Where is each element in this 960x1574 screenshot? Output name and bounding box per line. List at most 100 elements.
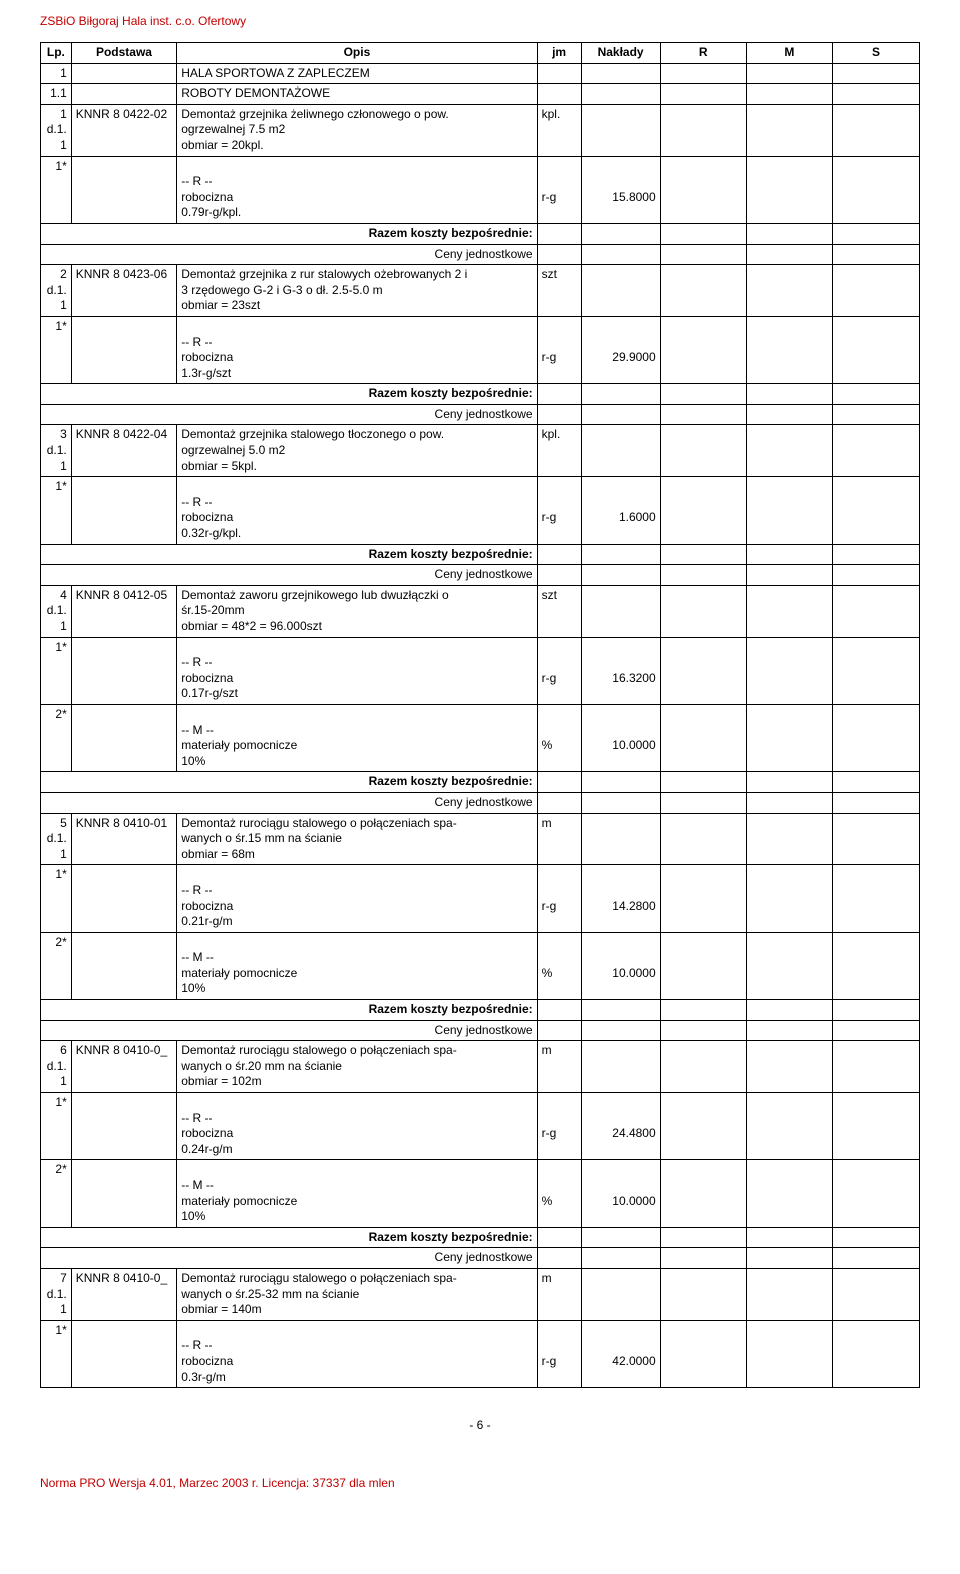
item-2-row: 2 d.1.1 KNNR 8 0423-06 Demontaż grzejnik… bbox=[41, 265, 920, 317]
pct: % bbox=[542, 966, 553, 980]
item-6-ceny: Ceny jednostkowe bbox=[41, 1248, 920, 1269]
item-4-mat: 2* -- M -- materiały pomocnicze 10% % 10… bbox=[41, 704, 920, 771]
item-5-row: 5 d.1.1 KNNR 8 0410-01 Demontaż rurociąg… bbox=[41, 813, 920, 865]
opis-l1: Demontaż rurociągu stalowego o połączeni… bbox=[181, 816, 457, 830]
obmiar: obmiar = 140m bbox=[181, 1302, 261, 1316]
obmiar: obmiar = 68m bbox=[181, 847, 255, 861]
item-7-rob-star: 1* bbox=[41, 1320, 72, 1387]
item-4-rob: 1* -- R -- robocizna 0.17r-g/szt r-g 16.… bbox=[41, 637, 920, 704]
lp-d: d.1.1 bbox=[47, 443, 67, 473]
item-6-mat: 2* -- M -- materiały pomocnicze 10% % 10… bbox=[41, 1160, 920, 1227]
mat-pom: materiały pomocnicze bbox=[181, 1194, 297, 1208]
item-6-rob-star: 1* bbox=[41, 1093, 72, 1160]
lp-num: 1 bbox=[60, 107, 67, 121]
item-7-row: 7 d.1.1 KNNR 8 0410-0_ Demontaż rurociąg… bbox=[41, 1268, 920, 1320]
item-6-jm: m bbox=[537, 1041, 581, 1093]
lp-d: d.1.1 bbox=[47, 283, 67, 313]
item-5-pod: KNNR 8 0410-01 bbox=[71, 813, 176, 865]
r-dash: -- R -- bbox=[181, 174, 212, 188]
item-4-rob-val: 16.3200 bbox=[581, 637, 660, 704]
opis-l2: wanych o śr.25-32 mm na ścianie bbox=[181, 1287, 359, 1301]
razem-label: Razem koszty bezpośrednie: bbox=[41, 223, 538, 244]
item-2-razem: Razem koszty bezpośrednie: bbox=[41, 384, 920, 405]
col-jm: jm bbox=[537, 43, 581, 64]
item-3-rob-jm: r-g bbox=[537, 477, 581, 544]
ceny-label: Ceny jednostkowe bbox=[41, 244, 538, 265]
opis-l2: śr.15-20mm bbox=[181, 603, 244, 617]
doc-header: ZSBiO Biłgoraj Hala inst. c.o. Ofertowy bbox=[40, 14, 920, 28]
item-1-rob-jm: r-g bbox=[537, 156, 581, 223]
item-3-jm: kpl. bbox=[537, 425, 581, 477]
item-3-opis: Demontaż grzejnika stalowego tłoczonego … bbox=[177, 425, 537, 477]
razem-label: Razem koszty bezpośrednie: bbox=[41, 1227, 538, 1248]
item-1-ceny: Ceny jednostkowe bbox=[41, 244, 920, 265]
item-7-rob-val: 42.0000 bbox=[581, 1320, 660, 1387]
item-6-lp: 6 d.1.1 bbox=[41, 1041, 72, 1093]
ceny-label: Ceny jednostkowe bbox=[41, 565, 538, 586]
lp-num: 3 bbox=[60, 427, 67, 441]
col-m: M bbox=[746, 43, 832, 64]
item-1-rob-val: 15.8000 bbox=[581, 156, 660, 223]
item-4-opis: Demontaż zaworu grzejnikowego lub dwuzłą… bbox=[177, 585, 537, 637]
r-dash: -- R -- bbox=[181, 883, 212, 897]
item-2-rob-val: 29.9000 bbox=[581, 316, 660, 383]
item-1-pod: KNNR 8 0422-02 bbox=[71, 104, 176, 156]
val: 10.0000 bbox=[612, 1194, 655, 1208]
lp-num: 5 bbox=[60, 816, 67, 830]
section-1-num: 1 bbox=[41, 63, 72, 84]
item-4-mat-opis: -- M -- materiały pomocnicze 10% bbox=[177, 704, 537, 771]
item-1-rob: 1* -- R -- robocizna 0.79r-g/kpl. r-g 15… bbox=[41, 156, 920, 223]
opis-l1: Demontaż grzejnika z rur stalowych ożebr… bbox=[181, 267, 467, 281]
item-7-jm: m bbox=[537, 1268, 581, 1320]
robocizna: robocizna bbox=[181, 899, 233, 913]
rate: 0.17r-g/szt bbox=[181, 686, 238, 700]
ceny-label: Ceny jednostkowe bbox=[41, 1248, 538, 1269]
item-4-mat-val: 10.0000 bbox=[581, 704, 660, 771]
item-6-razem: Razem koszty bezpośrednie: bbox=[41, 1227, 920, 1248]
col-s: S bbox=[832, 43, 919, 64]
val: 29.9000 bbox=[612, 350, 655, 364]
rg: r-g bbox=[542, 190, 557, 204]
rg: r-g bbox=[542, 350, 557, 364]
item-3-pod: KNNR 8 0422-04 bbox=[71, 425, 176, 477]
item-7-opis: Demontaż rurociągu stalowego o połączeni… bbox=[177, 1268, 537, 1320]
opis-l2: ogrzewalnej 7.5 m2 bbox=[181, 122, 285, 136]
r-dash: -- R -- bbox=[181, 655, 212, 669]
item-5-rob-jm: r-g bbox=[537, 865, 581, 932]
cost-table: Lp. Podstawa Opis jm Nakłady R M S 1 HAL… bbox=[40, 42, 920, 1388]
ceny-label: Ceny jednostkowe bbox=[41, 404, 538, 425]
val: 10.0000 bbox=[612, 966, 655, 980]
obmiar: obmiar = 20kpl. bbox=[181, 138, 263, 152]
section-1-1-num: 1.1 bbox=[41, 84, 72, 105]
item-4-mat-jm: % bbox=[537, 704, 581, 771]
item-2-jm: szt bbox=[537, 265, 581, 317]
razem-label: Razem koszty bezpośrednie: bbox=[41, 544, 538, 565]
rg: r-g bbox=[542, 1126, 557, 1140]
item-2-rob: 1* -- R -- robocizna 1.3r-g/szt r-g 29.9… bbox=[41, 316, 920, 383]
item-6-row: 6 d.1.1 KNNR 8 0410-0_ Demontaż rurociąg… bbox=[41, 1041, 920, 1093]
item-2-pod: KNNR 8 0423-06 bbox=[71, 265, 176, 317]
section-1-title: HALA SPORTOWA Z ZAPLECZEM bbox=[177, 63, 537, 84]
col-lp: Lp. bbox=[41, 43, 72, 64]
robocizna: robocizna bbox=[181, 510, 233, 524]
item-5-rob: 1* -- R -- robocizna 0.21r-g/m r-g 14.28… bbox=[41, 865, 920, 932]
item-2-lp: 2 d.1.1 bbox=[41, 265, 72, 317]
item-2-opis: Demontaż grzejnika z rur stalowych ożebr… bbox=[177, 265, 537, 317]
col-r: R bbox=[660, 43, 746, 64]
item-5-rob-val: 14.2800 bbox=[581, 865, 660, 932]
item-7-rob-jm: r-g bbox=[537, 1320, 581, 1387]
item-1-razem: Razem koszty bezpośrednie: bbox=[41, 223, 920, 244]
item-3-rob-star: 1* bbox=[41, 477, 72, 544]
item-4-mat-star: 2* bbox=[41, 704, 72, 771]
item-1-lp: 1 d.1.1 bbox=[41, 104, 72, 156]
item-4-rob-star: 1* bbox=[41, 637, 72, 704]
robocizna: robocizna bbox=[181, 1354, 233, 1368]
r-dash: -- R -- bbox=[181, 495, 212, 509]
item-1-row: 1 d.1.1 KNNR 8 0422-02 Demontaż grzejnik… bbox=[41, 104, 920, 156]
item-6-opis: Demontaż rurociągu stalowego o połączeni… bbox=[177, 1041, 537, 1093]
item-6-mat-star: 2* bbox=[41, 1160, 72, 1227]
val: 10.0000 bbox=[612, 738, 655, 752]
robocizna: robocizna bbox=[181, 190, 233, 204]
item-3-razem: Razem koszty bezpośrednie: bbox=[41, 544, 920, 565]
item-5-mat: 2* -- M -- materiały pomocnicze 10% % 10… bbox=[41, 932, 920, 999]
